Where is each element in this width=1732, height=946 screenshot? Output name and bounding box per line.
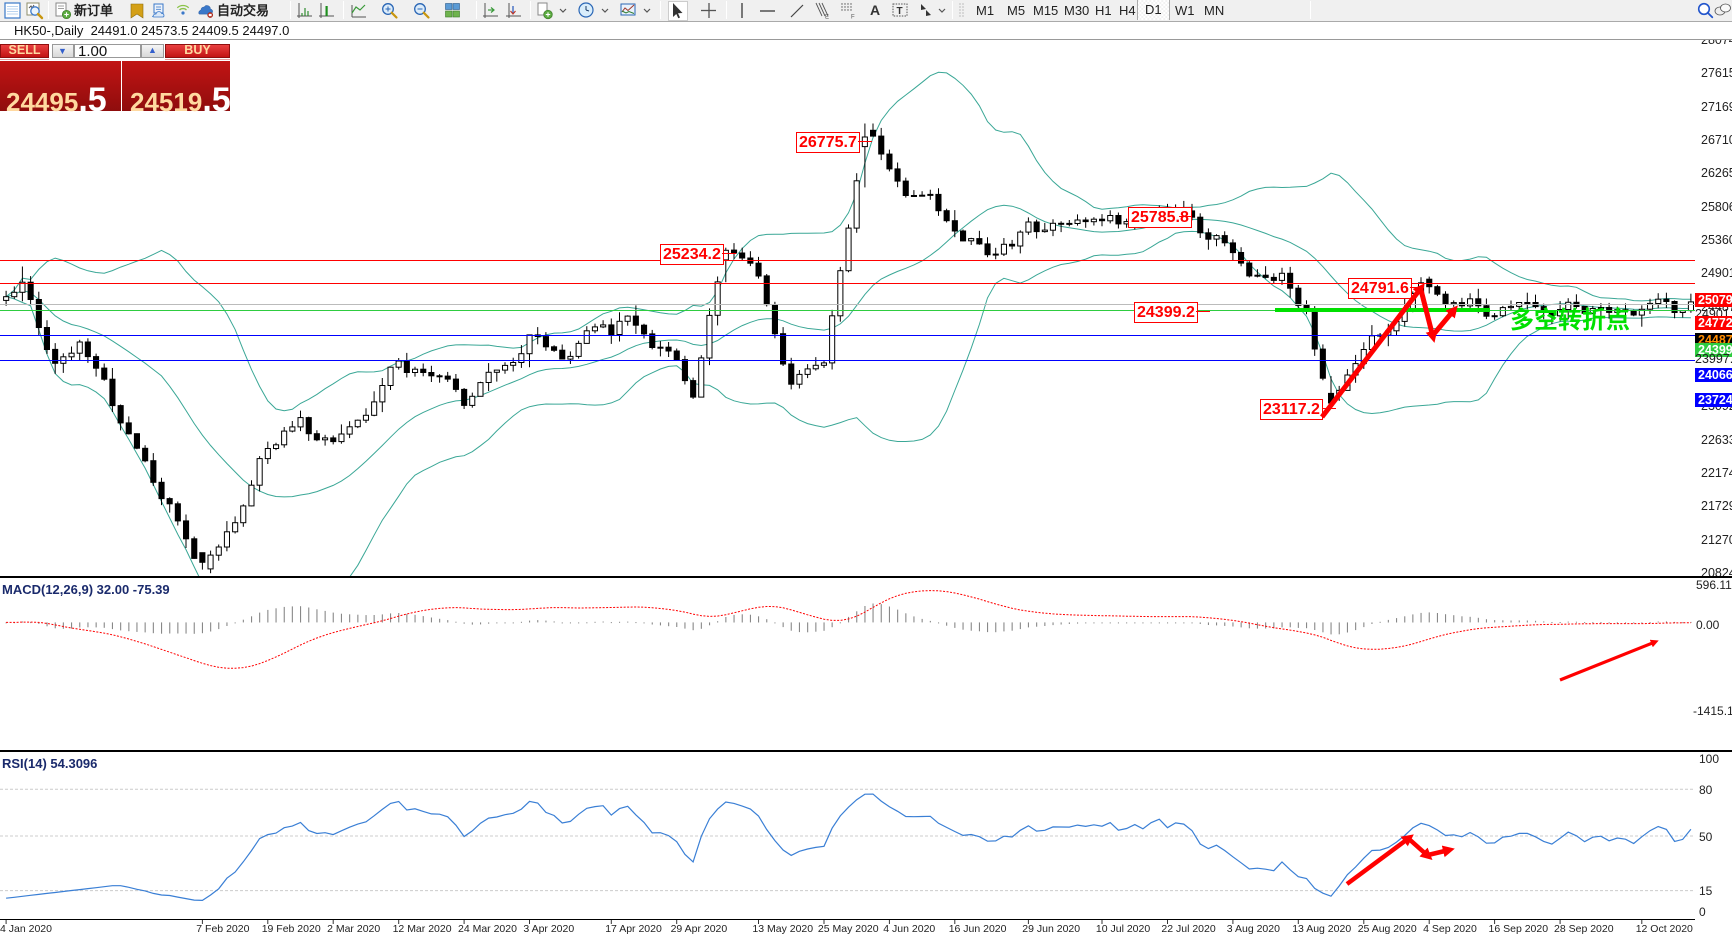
svg-text:T: T xyxy=(897,6,903,17)
svg-text:E: E xyxy=(825,15,829,21)
svg-text:F: F xyxy=(851,15,855,21)
